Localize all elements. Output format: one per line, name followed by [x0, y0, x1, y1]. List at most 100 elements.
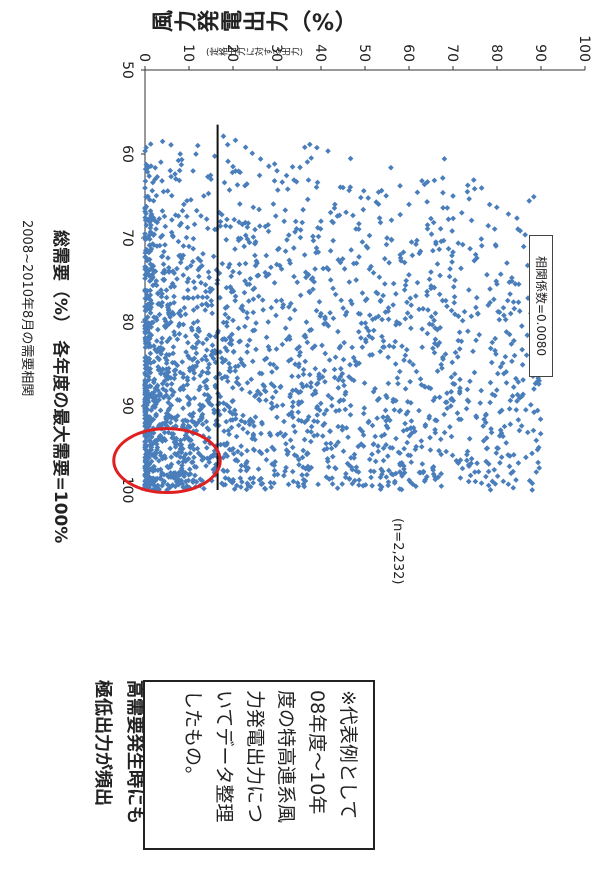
data-point — [247, 275, 254, 282]
data-point — [376, 274, 383, 281]
data-point — [145, 393, 152, 399]
data-point — [506, 405, 513, 412]
data-point — [142, 185, 148, 191]
data-point — [175, 157, 182, 164]
data-point — [174, 336, 181, 343]
data-point — [386, 467, 392, 474]
data-point — [240, 307, 246, 314]
data-point — [447, 266, 453, 272]
data-point — [169, 482, 176, 488]
data-point — [236, 219, 242, 225]
data-point — [485, 468, 492, 475]
data-point — [153, 411, 159, 418]
data-point — [168, 454, 175, 460]
data-point — [506, 331, 513, 338]
data-point — [282, 431, 289, 438]
data-point — [515, 299, 522, 306]
data-point — [258, 430, 264, 437]
data-point — [156, 422, 163, 428]
data-point — [179, 445, 186, 452]
data-point — [199, 421, 206, 428]
data-point — [416, 407, 422, 414]
data-point — [150, 232, 157, 238]
data-point — [256, 223, 263, 229]
data-point — [142, 401, 148, 408]
data-point — [250, 296, 257, 302]
data-point — [176, 252, 182, 259]
y-axis-title: 風力発電出力（%） (定格出力に対する出力) — [105, 8, 405, 58]
data-point — [226, 187, 233, 193]
data-point — [184, 265, 190, 272]
data-point — [504, 297, 511, 304]
data-point — [437, 225, 444, 232]
data-point — [473, 414, 480, 421]
data-point — [143, 371, 150, 377]
data-point — [496, 309, 503, 316]
data-point — [341, 382, 347, 389]
data-point — [160, 345, 166, 352]
data-point — [295, 401, 302, 408]
data-point — [407, 295, 414, 302]
data-point — [330, 237, 337, 244]
data-point — [247, 389, 253, 396]
data-point — [235, 422, 242, 429]
data-point — [193, 151, 199, 157]
data-point — [399, 473, 405, 479]
data-point — [271, 383, 277, 390]
data-point — [351, 455, 357, 461]
data-point — [194, 419, 201, 426]
data-point — [271, 280, 278, 286]
data-point — [147, 350, 154, 357]
data-point — [142, 468, 149, 474]
data-point — [478, 185, 485, 191]
data-point — [161, 213, 168, 220]
data-point — [467, 472, 474, 479]
data-point — [282, 325, 289, 331]
data-point — [316, 299, 323, 305]
data-point — [222, 357, 229, 363]
data-point — [238, 484, 244, 490]
data-point — [342, 406, 349, 413]
data-point — [531, 386, 537, 392]
data-point — [370, 441, 377, 448]
data-point — [444, 390, 450, 397]
data-point — [268, 484, 275, 491]
data-point — [238, 451, 245, 457]
data-point — [413, 368, 420, 375]
data-point — [191, 446, 197, 453]
data-point — [280, 301, 287, 308]
data-point — [252, 436, 258, 443]
data-point — [390, 344, 397, 350]
data-point — [341, 266, 348, 272]
data-point — [366, 418, 372, 425]
data-point — [498, 407, 505, 414]
data-point — [185, 339, 191, 346]
data-point — [372, 458, 379, 465]
x-tick-label: 90 — [119, 397, 135, 415]
data-point — [161, 316, 168, 322]
data-point — [503, 329, 510, 335]
data-point — [505, 211, 512, 217]
data-point — [273, 261, 280, 268]
data-point — [380, 414, 386, 420]
data-point — [458, 209, 465, 216]
data-point — [199, 263, 205, 269]
data-point — [175, 476, 181, 483]
data-point — [143, 222, 150, 229]
data-point — [466, 463, 472, 469]
data-point — [386, 343, 393, 349]
data-point — [187, 396, 193, 403]
data-point — [142, 379, 149, 386]
data-point — [424, 330, 431, 337]
data-point — [331, 366, 338, 373]
data-point — [148, 447, 155, 453]
data-point — [157, 449, 164, 456]
data-point — [438, 470, 444, 477]
data-point — [203, 347, 210, 353]
data-point — [162, 242, 168, 248]
data-point — [195, 327, 202, 334]
data-point — [289, 164, 296, 170]
data-point — [335, 439, 341, 446]
data-point — [171, 293, 177, 300]
data-point — [171, 375, 178, 382]
